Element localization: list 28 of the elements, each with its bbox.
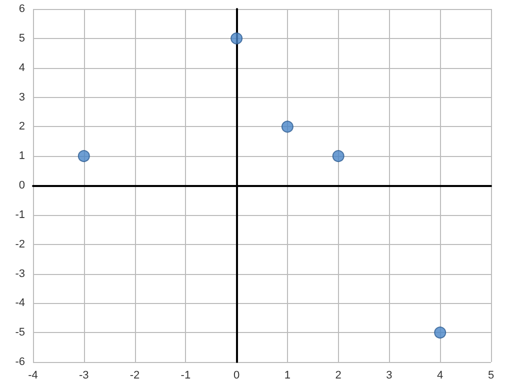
x-tick-label: 2 (335, 370, 342, 382)
point (434, 326, 446, 339)
y-tick-label: 0 (18, 180, 25, 192)
y-tick-label: 1 (18, 150, 25, 162)
point (332, 150, 344, 162)
y-tick-label: -4 (15, 297, 25, 310)
y-tick-label: -3 (15, 268, 25, 280)
x-tick-label: 1 (284, 370, 291, 382)
y-tick-label: -1 (15, 208, 25, 221)
x-tick-label: -2 (130, 370, 140, 382)
x-tick-label: -4 (28, 370, 38, 382)
y-tick-label: -5 (15, 326, 25, 339)
y-tick-label: 2 (18, 120, 25, 133)
y-tick-label: 6 (18, 3, 25, 15)
x-tick-label: 0 (233, 370, 240, 382)
point (230, 32, 243, 44)
y-tick-label: 4 (18, 62, 25, 74)
x-tick-label: -1 (180, 370, 191, 382)
y-tick-label: 3 (18, 91, 25, 104)
x-tick-label: -3 (79, 370, 89, 382)
x-tick-label: 3 (386, 370, 392, 382)
x-tick-label: 5 (488, 370, 494, 382)
y-tick-label: 5 (18, 32, 25, 44)
point (78, 150, 90, 162)
x-tick-label: 4 (437, 370, 444, 382)
y-tick-label: -2 (15, 238, 25, 250)
point (281, 120, 294, 133)
y-tick-label: -6 (15, 356, 25, 368)
